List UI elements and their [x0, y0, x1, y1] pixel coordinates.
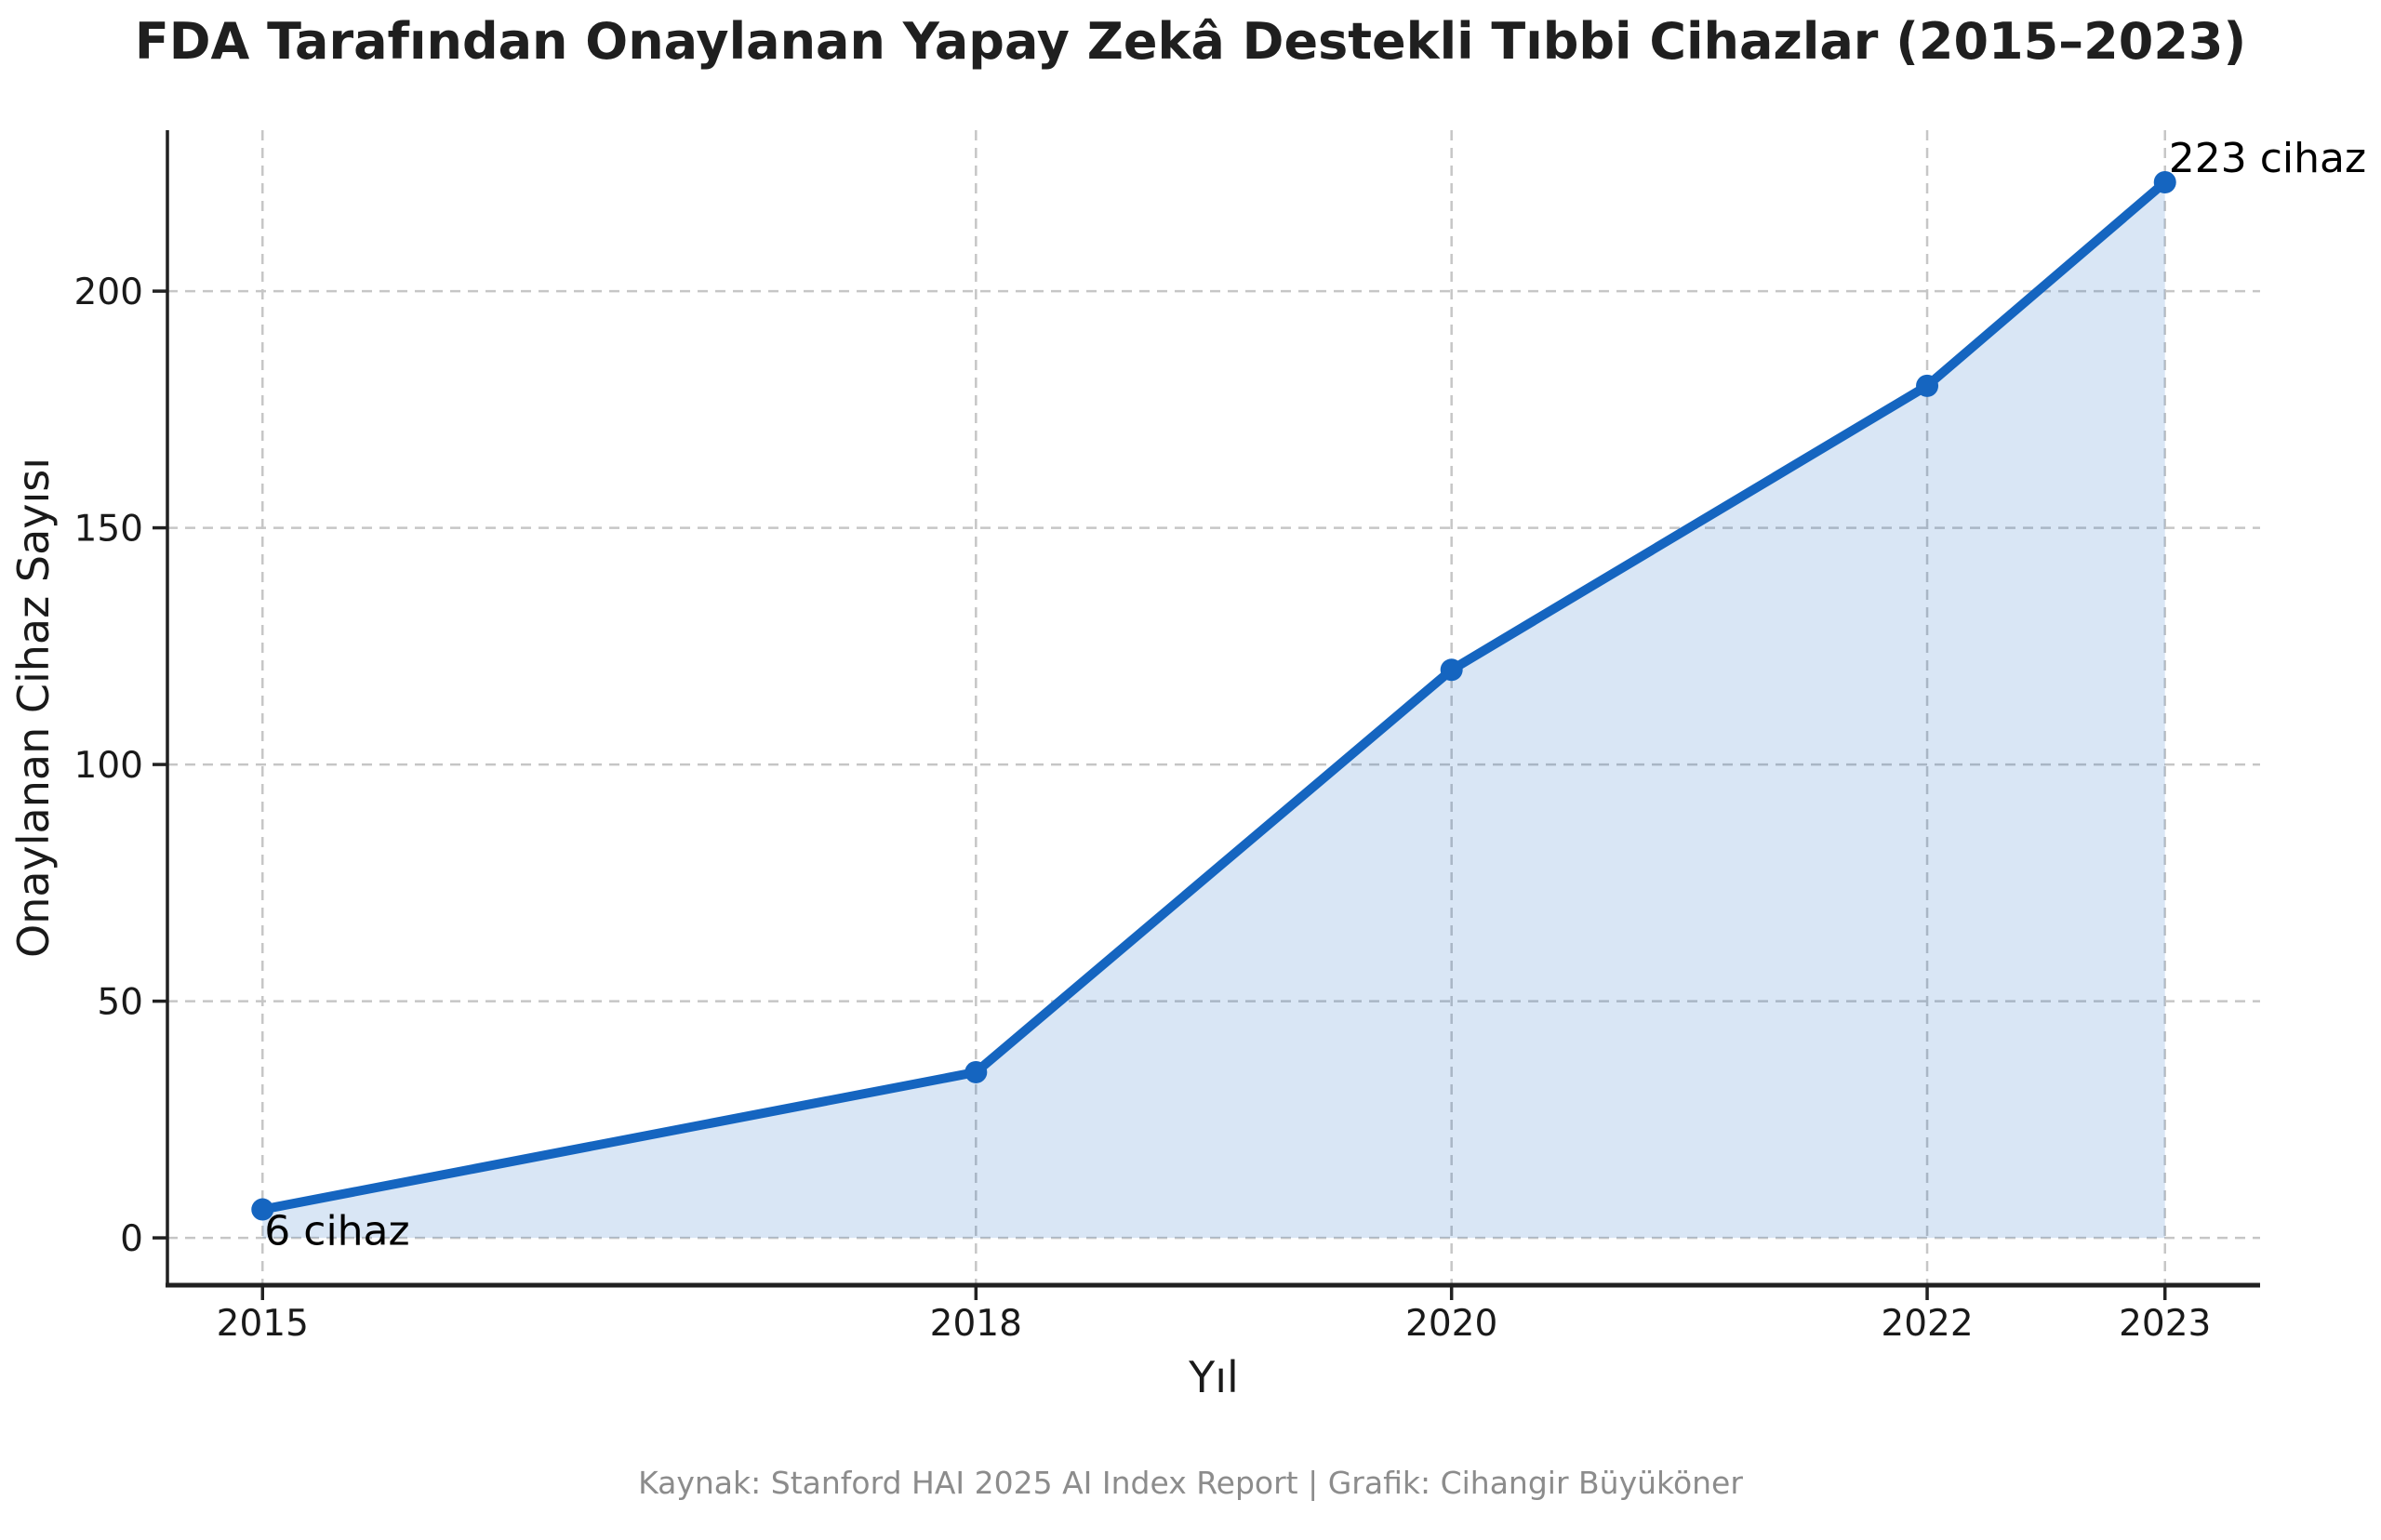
axes-spines: [166, 130, 2260, 1288]
data-points: [251, 170, 2176, 1221]
data-point-marker: [1916, 374, 1939, 397]
data-point-marker: [2153, 170, 2176, 193]
y-tick-labels: 0 50 100 150 200: [74, 272, 143, 1260]
x-tick-label: 2020: [1405, 1303, 1497, 1345]
y-tick-label: 0: [120, 1218, 143, 1260]
data-point-marker: [1440, 658, 1463, 682]
x-axis-label: Yıl: [1188, 1352, 1239, 1402]
chart-title: FDA Tarafından Onaylanan Yapay Zekâ Dest…: [135, 12, 2246, 71]
x-tick-label: 2015: [217, 1303, 309, 1345]
y-tick-label: 150: [74, 509, 143, 551]
x-tick-label: 2022: [1881, 1303, 1973, 1345]
y-axis-label: Onaylanan Cihaz Sayısı: [8, 458, 59, 958]
annotation-first-value: 6 cihaz: [264, 1208, 409, 1255]
gridlines: [167, 130, 2260, 1285]
source-caption: Kaynak: Stanford HAI 2025 AI Index Repor…: [638, 1465, 1743, 1501]
annotation-last-value: 223 cihaz: [2169, 135, 2366, 182]
x-tick-label: 2023: [2119, 1303, 2211, 1345]
x-tick-label: 2018: [930, 1303, 1022, 1345]
x-tick-labels: 2015 2018 2020 2022 2023: [217, 1303, 2212, 1345]
y-tick-label: 200: [74, 272, 143, 313]
y-tick-label: 50: [97, 982, 143, 1024]
area-fill-shape: [262, 181, 2165, 1239]
y-tick-label: 100: [74, 745, 143, 787]
data-point-marker: [964, 1060, 988, 1083]
tick-marks: [153, 289, 2167, 1300]
area-fill: [262, 181, 2165, 1239]
data-point-marker: [251, 1198, 274, 1221]
